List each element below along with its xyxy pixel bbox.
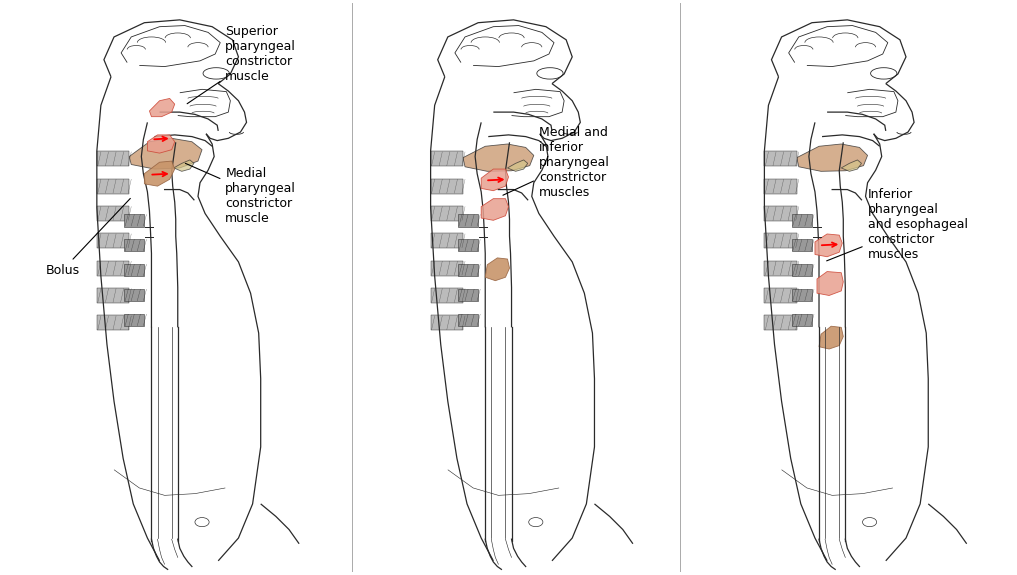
Bar xyxy=(124,239,144,251)
Bar xyxy=(430,179,463,194)
Bar xyxy=(430,288,463,303)
Bar xyxy=(765,288,796,303)
Polygon shape xyxy=(796,144,868,171)
Bar xyxy=(765,179,796,194)
Bar xyxy=(124,214,144,227)
Bar xyxy=(97,288,129,303)
Bar xyxy=(430,233,463,248)
Text: Superior
pharyngeal
constrictor
muscle: Superior pharyngeal constrictor muscle xyxy=(187,25,296,104)
Polygon shape xyxy=(463,144,534,171)
Bar xyxy=(430,151,463,166)
Bar xyxy=(791,264,812,277)
Polygon shape xyxy=(819,326,843,349)
Bar xyxy=(430,260,463,275)
Text: Medial and
inferior
pharyngeal
constrictor
muscles: Medial and inferior pharyngeal constrict… xyxy=(503,126,610,199)
Polygon shape xyxy=(481,169,508,191)
Bar xyxy=(430,316,463,330)
Text: Inferior
pharyngeal
and esophageal
constrictor
muscles: Inferior pharyngeal and esophageal const… xyxy=(827,189,967,262)
Polygon shape xyxy=(817,271,843,296)
Text: Medial
pharyngeal
constrictor
muscle: Medial pharyngeal constrictor muscle xyxy=(185,163,296,225)
Bar xyxy=(124,289,144,301)
Bar xyxy=(791,214,812,227)
Bar xyxy=(430,206,463,221)
Bar xyxy=(97,260,129,275)
Polygon shape xyxy=(147,135,175,153)
Bar xyxy=(765,206,796,221)
Bar xyxy=(765,260,796,275)
Bar xyxy=(97,151,129,166)
Bar xyxy=(124,314,144,326)
Text: Bolus: Bolus xyxy=(46,198,130,277)
Polygon shape xyxy=(149,98,175,117)
Bar xyxy=(97,179,129,194)
Bar xyxy=(458,264,478,277)
Bar xyxy=(791,289,812,301)
Bar xyxy=(97,206,129,221)
Bar xyxy=(97,316,129,330)
Polygon shape xyxy=(174,160,194,171)
Bar xyxy=(765,151,796,166)
Bar xyxy=(791,314,812,326)
Bar xyxy=(458,239,478,251)
Bar xyxy=(458,314,478,326)
Polygon shape xyxy=(815,234,842,257)
Bar xyxy=(765,233,796,248)
Polygon shape xyxy=(481,199,508,220)
Bar xyxy=(791,239,812,251)
Polygon shape xyxy=(129,139,202,169)
Bar xyxy=(458,214,478,227)
Bar xyxy=(765,316,796,330)
Polygon shape xyxy=(144,161,175,186)
Bar xyxy=(124,264,144,277)
Bar xyxy=(97,233,129,248)
Bar xyxy=(458,289,478,301)
Polygon shape xyxy=(507,160,528,171)
Polygon shape xyxy=(485,258,510,281)
Polygon shape xyxy=(841,160,861,171)
